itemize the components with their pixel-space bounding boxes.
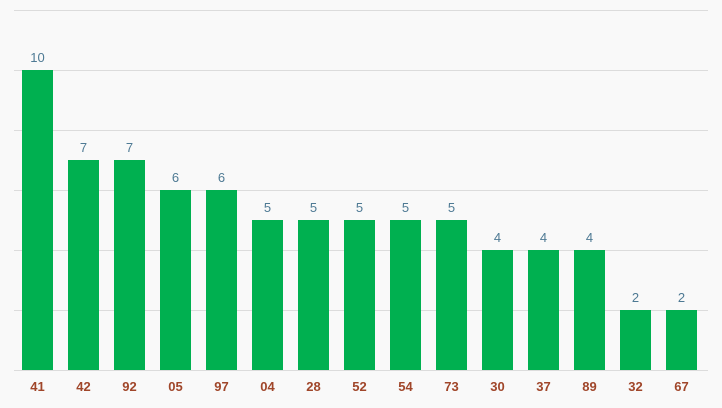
bar-28 bbox=[298, 220, 329, 370]
value-label-32: 2 bbox=[632, 290, 639, 305]
category-labels: 41 42 92 05 97 04 28 52 54 73 30 37 89 32 67 bbox=[30, 379, 688, 394]
bar-42 bbox=[68, 160, 99, 370]
bar-32 bbox=[620, 310, 651, 370]
bar-52 bbox=[344, 220, 375, 370]
category-label-67: 67 bbox=[674, 379, 688, 394]
category-label-32: 32 bbox=[628, 379, 642, 394]
bars bbox=[22, 70, 697, 370]
value-label-97: 6 bbox=[218, 170, 225, 185]
bar-37 bbox=[528, 250, 559, 370]
bar-73 bbox=[436, 220, 467, 370]
value-label-67: 2 bbox=[678, 290, 685, 305]
value-label-30: 4 bbox=[494, 230, 501, 245]
category-label-37: 37 bbox=[536, 379, 550, 394]
category-label-73: 73 bbox=[444, 379, 458, 394]
value-labels: 10 7 7 6 6 5 5 5 5 5 4 4 4 2 2 bbox=[30, 50, 685, 305]
value-label-89: 4 bbox=[586, 230, 593, 245]
category-label-52: 52 bbox=[352, 379, 366, 394]
category-label-42: 42 bbox=[76, 379, 90, 394]
value-label-52: 5 bbox=[356, 200, 363, 215]
value-label-37: 4 bbox=[540, 230, 547, 245]
bar-67 bbox=[666, 310, 697, 370]
category-label-97: 97 bbox=[214, 379, 228, 394]
category-label-89: 89 bbox=[582, 379, 596, 394]
value-label-42: 7 bbox=[80, 140, 87, 155]
value-label-54: 5 bbox=[402, 200, 409, 215]
bar-05 bbox=[160, 190, 191, 370]
bar-04 bbox=[252, 220, 283, 370]
category-label-92: 92 bbox=[122, 379, 136, 394]
bar-89 bbox=[574, 250, 605, 370]
category-label-30: 30 bbox=[490, 379, 504, 394]
value-label-41: 10 bbox=[30, 50, 44, 65]
value-label-05: 6 bbox=[172, 170, 179, 185]
category-label-28: 28 bbox=[306, 379, 320, 394]
bar-92 bbox=[114, 160, 145, 370]
value-label-92: 7 bbox=[126, 140, 133, 155]
value-label-28: 5 bbox=[310, 200, 317, 215]
bar-30 bbox=[482, 250, 513, 370]
category-label-05: 05 bbox=[168, 379, 182, 394]
bar-41 bbox=[22, 70, 53, 370]
bar-97 bbox=[206, 190, 237, 370]
category-label-54: 54 bbox=[398, 379, 413, 394]
value-label-04: 5 bbox=[264, 200, 271, 215]
category-label-04: 04 bbox=[260, 379, 275, 394]
bar-54 bbox=[390, 220, 421, 370]
category-label-41: 41 bbox=[30, 379, 44, 394]
value-label-73: 5 bbox=[448, 200, 455, 215]
